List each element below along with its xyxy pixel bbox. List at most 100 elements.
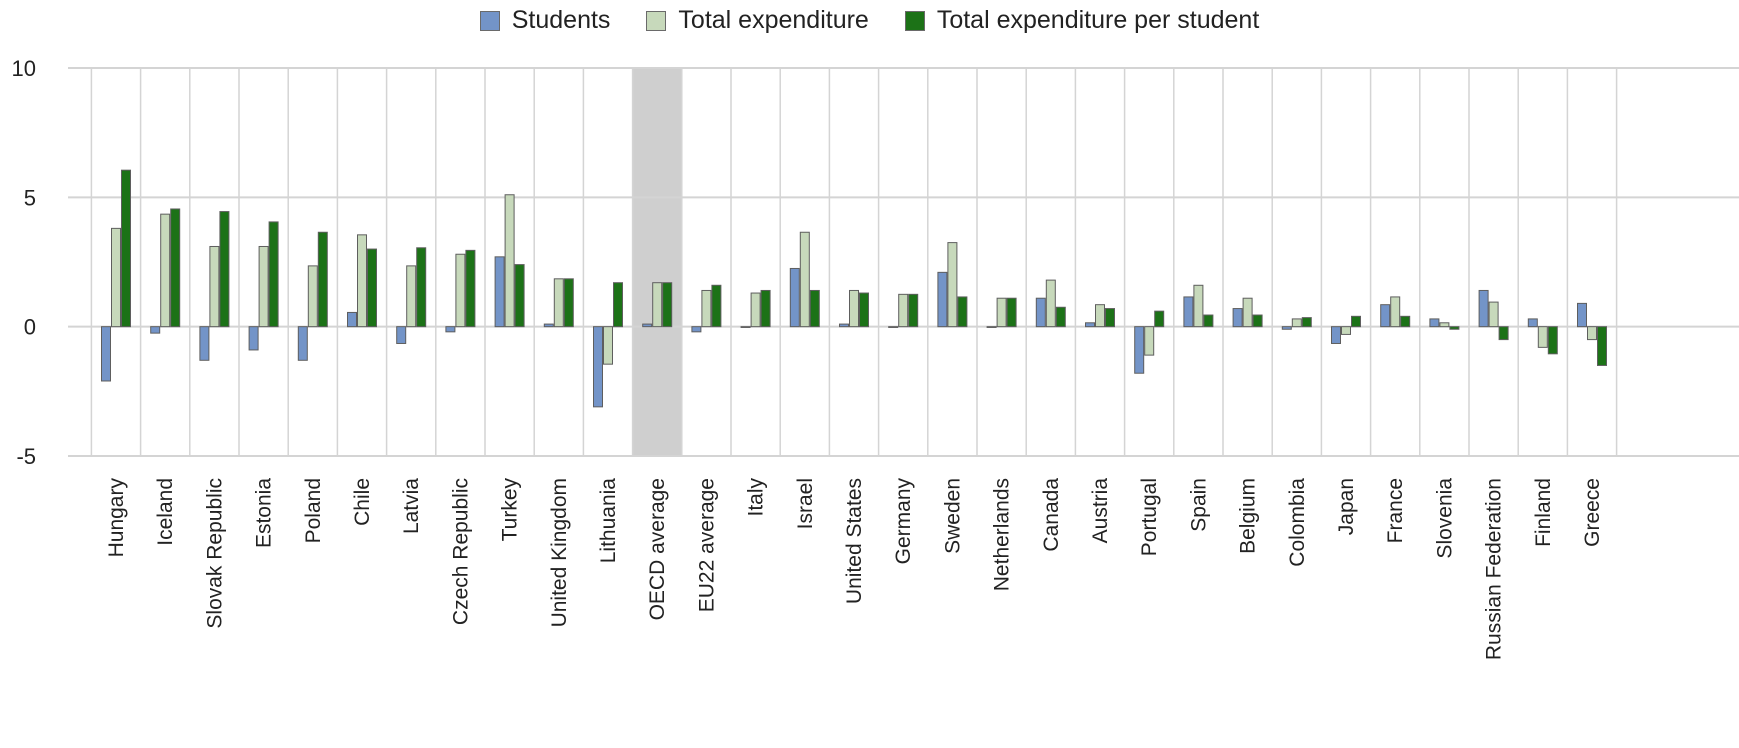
- legend-item: Total expenditure: [646, 6, 869, 35]
- bar: [514, 264, 525, 328]
- x-tick-label: United States: [843, 478, 866, 604]
- x-tick-label: EU22 average: [695, 478, 718, 612]
- x-tick-label: Belgium: [1237, 478, 1260, 554]
- bar: [1035, 297, 1046, 328]
- x-tick-label: Iceland: [154, 478, 177, 546]
- bar: [543, 323, 554, 328]
- bar: [494, 256, 505, 328]
- bar: [937, 271, 948, 328]
- x-tick-label: Poland: [302, 478, 325, 543]
- bar: [1281, 326, 1292, 330]
- bar: [839, 323, 849, 328]
- x-tick-label: France: [1384, 478, 1407, 543]
- bar: [1498, 326, 1509, 341]
- bar: [347, 311, 357, 328]
- bar: [1400, 315, 1411, 328]
- bar: [1488, 301, 1499, 328]
- bar: [455, 253, 466, 328]
- bar: [111, 227, 121, 328]
- bar: [170, 208, 181, 328]
- bar: [504, 194, 515, 328]
- bar: [613, 282, 623, 328]
- bar: [1577, 302, 1587, 328]
- x-tick-label: Estonia: [253, 478, 276, 548]
- bar: [317, 231, 328, 328]
- x-tick-label: Portugal: [1138, 478, 1161, 556]
- bar: [297, 326, 308, 361]
- bar: [1183, 296, 1194, 328]
- bar: [947, 242, 958, 328]
- bar: [701, 289, 712, 328]
- bar: [1134, 326, 1145, 374]
- x-tick-label: Slovak Republic: [203, 478, 226, 629]
- bar: [859, 292, 869, 328]
- bar: [563, 278, 574, 328]
- bar: [209, 245, 220, 328]
- x-tick-label: Finland: [1532, 478, 1555, 547]
- x-tick-label: Chile: [351, 478, 374, 526]
- bar: [553, 278, 564, 328]
- x-tick-label: Netherlands: [991, 478, 1014, 591]
- bar: [121, 169, 131, 328]
- x-tick-label: Latvia: [400, 478, 423, 534]
- bar: [406, 265, 417, 328]
- bar: [1301, 317, 1312, 328]
- x-tick-label: Czech Republic: [449, 478, 472, 625]
- bar: [888, 326, 899, 328]
- y-tick-label: -5: [16, 444, 36, 469]
- bar: [1547, 326, 1558, 355]
- bar: [996, 297, 1007, 328]
- bar: [1597, 326, 1607, 366]
- bar: [1193, 284, 1204, 328]
- bar: [711, 284, 722, 328]
- x-tick-label: OECD average: [646, 478, 669, 620]
- bar: [416, 247, 427, 328]
- legend-swatch: [904, 10, 925, 31]
- bar: [1252, 314, 1263, 328]
- bar: [1144, 326, 1155, 356]
- bar: [1291, 318, 1302, 328]
- bar: [1478, 289, 1489, 328]
- x-tick-label: Canada: [1040, 478, 1063, 552]
- bar: [642, 323, 653, 328]
- x-tick-label: Israel: [794, 478, 817, 529]
- x-tick-label: Sweden: [941, 478, 964, 554]
- legend-label: Total expenditure: [678, 6, 869, 34]
- bar: [750, 292, 761, 328]
- bar: [1449, 326, 1460, 330]
- bar: [1341, 326, 1351, 335]
- x-tick-label: Germany: [892, 478, 915, 565]
- bar: [1331, 326, 1341, 344]
- bar: [1527, 318, 1538, 328]
- y-tick-label: 0: [24, 315, 36, 340]
- x-tick-label: Russian Federation: [1483, 478, 1506, 660]
- x-tick-label: Turkey: [499, 478, 522, 542]
- bar: [258, 245, 269, 328]
- legend-label: Total expenditure per student: [936, 6, 1260, 34]
- bar: [789, 267, 800, 328]
- bar: [1439, 322, 1450, 328]
- bar: [662, 282, 673, 328]
- bar: [1537, 326, 1548, 348]
- bar: [248, 326, 259, 351]
- bar: [150, 326, 161, 334]
- bar: [160, 213, 171, 328]
- bar: [986, 326, 997, 328]
- bar: [760, 289, 771, 328]
- x-tick-label: Lithuania: [597, 478, 620, 564]
- bar: [603, 326, 613, 365]
- legend: Students Total expenditure Total expenditu…: [0, 6, 1739, 35]
- bar: [367, 248, 377, 328]
- x-tick-label: Austria: [1089, 478, 1112, 544]
- bar: [652, 282, 663, 328]
- bar: [1105, 308, 1115, 328]
- bar: [307, 265, 318, 328]
- bar: [1085, 322, 1095, 328]
- bar: [799, 231, 810, 328]
- bar: [445, 326, 456, 333]
- bar: [957, 296, 968, 328]
- bar: [199, 326, 210, 361]
- bar: [1429, 318, 1440, 328]
- bar: [809, 289, 820, 328]
